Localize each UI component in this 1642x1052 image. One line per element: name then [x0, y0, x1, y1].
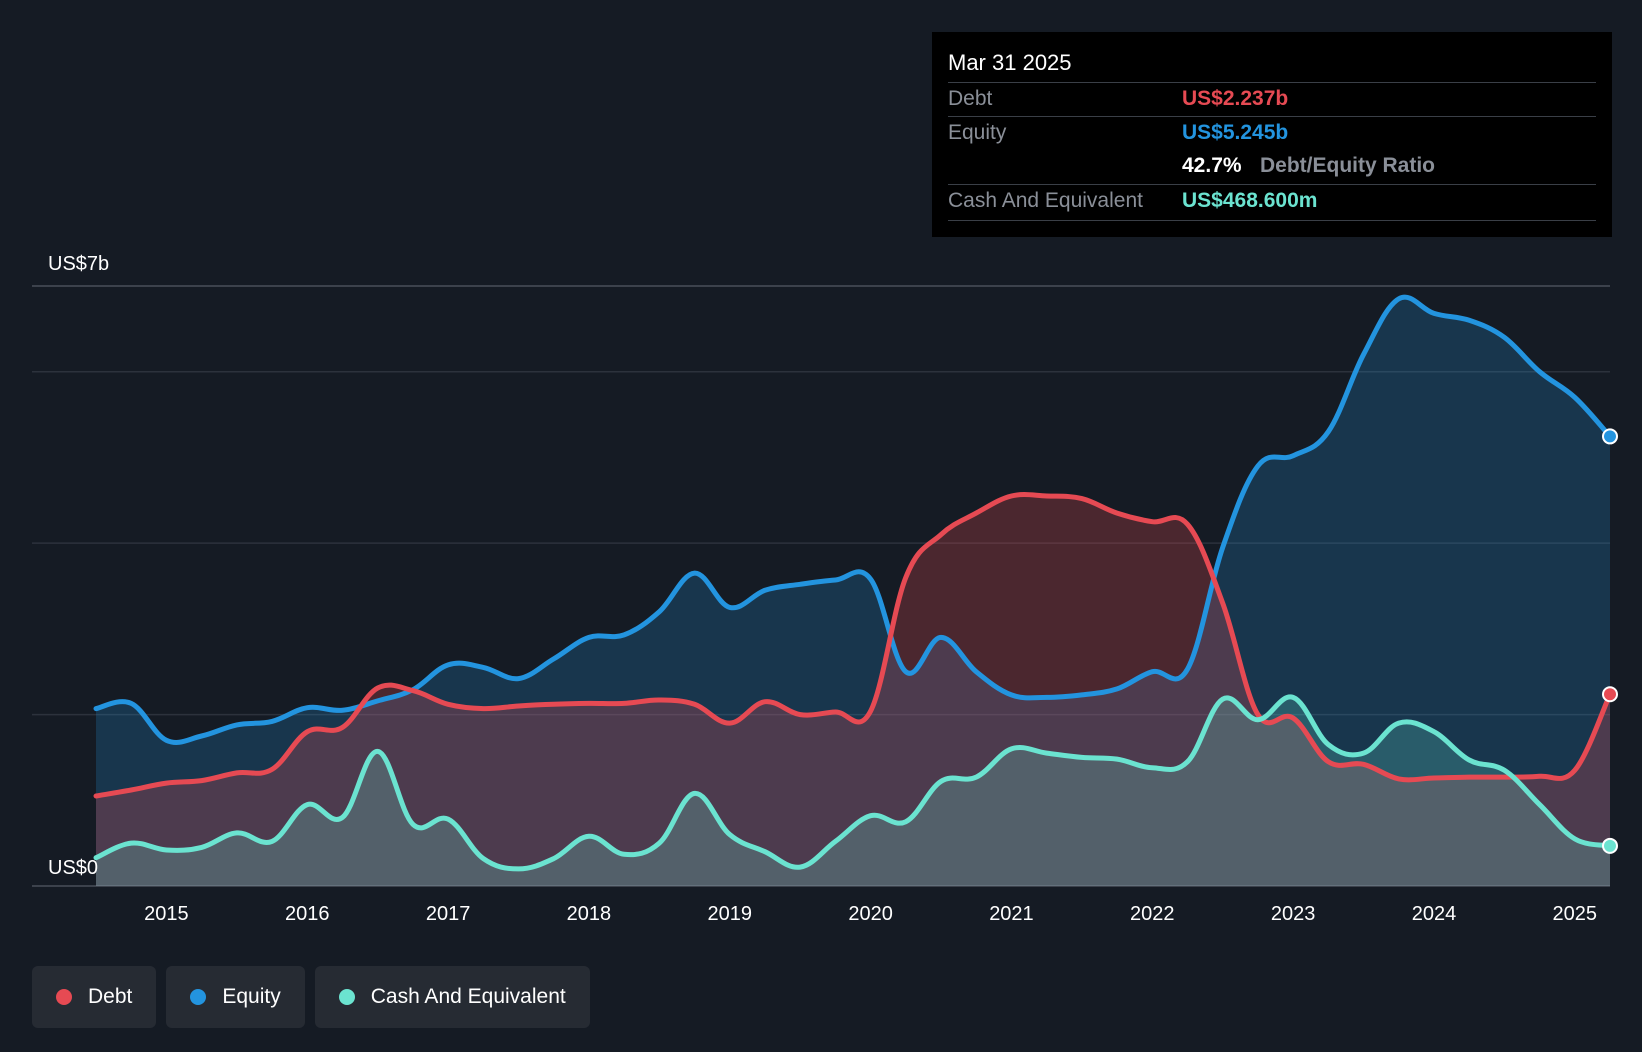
x-axis-labels: 2015 2016 2017 2018 2019 2020 2021 2022 2023 2024…: [144, 903, 1597, 925]
tooltip-equity-value: US$5.245b: [1182, 121, 1289, 144]
equity-line: [93, 294, 1613, 745]
tooltip-divider: [948, 220, 1596, 221]
tooltip-ratio-row: 42.7% Debt/Equity Ratio: [948, 150, 1596, 184]
series-endpoints: [1602, 428, 1618, 854]
x-tick-label: 2019: [708, 903, 753, 925]
y-tick-label: US$0: [48, 857, 98, 879]
x-tick-label: 2024: [1412, 903, 1457, 925]
equity-endpoint-dot: [1602, 428, 1618, 445]
x-tick-label: 2020: [848, 903, 893, 925]
x-tick-label: 2016: [285, 903, 330, 925]
legend-cash-label: Cash And Equivalent: [370, 985, 566, 1008]
x-tick-label: 2018: [567, 903, 612, 925]
tooltip-debt-row: Debt US$2.237b: [948, 82, 1596, 117]
cash-endpoint-dot: [1602, 837, 1618, 854]
legend-item-equity[interactable]: Equity: [166, 966, 305, 1028]
debt-endpoint-dot: [1602, 686, 1618, 703]
tooltip-ratio-value: 42.7%: [1182, 154, 1242, 177]
tooltip-ratio-label: Debt/Equity Ratio: [1260, 154, 1436, 177]
x-tick-label: 2023: [1271, 903, 1316, 925]
y-tick-label: US$7b: [48, 253, 109, 275]
cash-line: [93, 694, 1613, 872]
series-lines: [93, 294, 1613, 872]
equity-dot-icon: [190, 989, 207, 1005]
x-tick-label: 2022: [1130, 903, 1175, 925]
tooltip-cash-row: Cash And Equivalent US$468.600m: [948, 184, 1596, 219]
debt-line: [93, 492, 1613, 799]
debt-area: [96, 494, 1610, 886]
series-areas: [96, 297, 1610, 886]
tooltip-date: Mar 31 2025: [948, 50, 1072, 75]
tooltip-equity-label: Equity: [948, 121, 1007, 144]
x-tick-label: 2017: [426, 903, 471, 925]
x-tick-label: 2015: [144, 903, 189, 925]
x-tick-label: 2025: [1553, 903, 1598, 925]
tooltip-equity-row: Equity US$5.245b: [948, 116, 1596, 151]
legend-item-debt[interactable]: Debt: [32, 966, 157, 1028]
cash-dot-icon: [338, 989, 355, 1005]
y-axis-labels: US$7b US$0: [48, 253, 109, 879]
legend: Debt Equity Cash And Equivalent: [32, 966, 590, 1028]
tooltip-cash-label: Cash And Equivalent: [948, 189, 1143, 212]
debt-dot-icon: [56, 989, 72, 1005]
legend-equity-label: Equity: [222, 985, 281, 1008]
legend-debt-label: Debt: [88, 985, 133, 1008]
tooltip-panel: Mar 31 2025 Debt US$2.237b Equity US$5.2…: [932, 32, 1612, 237]
x-tick-label: 2021: [989, 903, 1034, 925]
legend-item-cash[interactable]: Cash And Equivalent: [314, 966, 590, 1028]
tooltip-debt-value: US$2.237b: [1182, 87, 1289, 110]
cash-area: [96, 696, 1610, 886]
gridlines: [32, 285, 1610, 887]
tooltip-cash-value: US$468.600m: [1182, 189, 1318, 212]
equity-area: [96, 297, 1610, 886]
tooltip-debt-label: Debt: [948, 87, 993, 110]
